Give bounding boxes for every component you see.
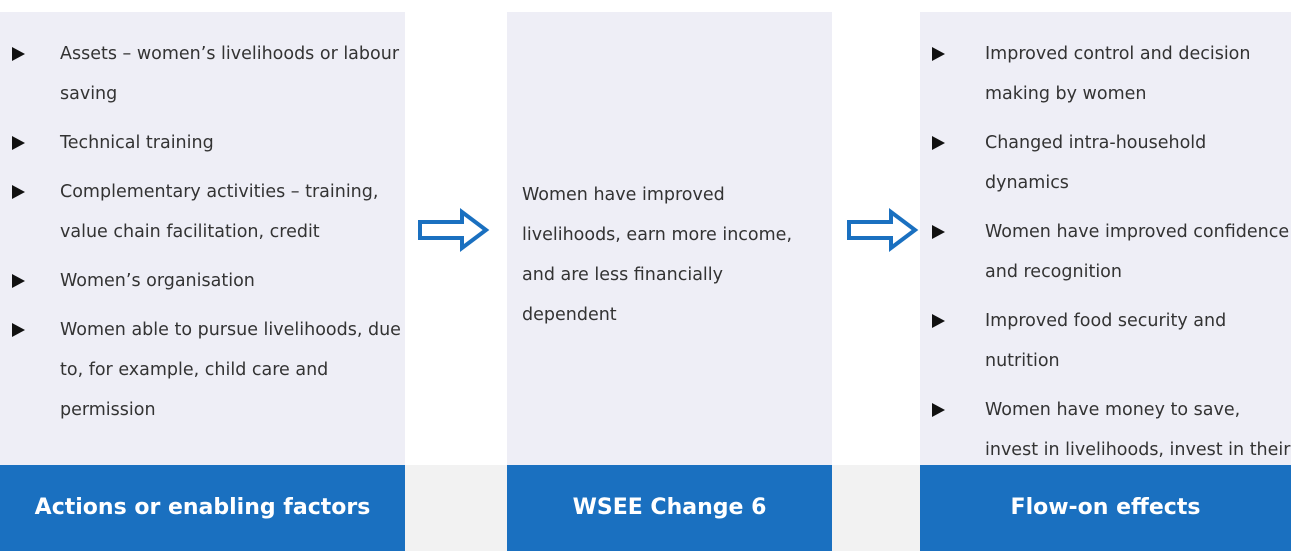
bullet-item: Women’s organisation: [0, 261, 405, 301]
bullet-item: Improved control and decision making by …: [920, 34, 1291, 114]
column-title: Flow-on effects: [920, 465, 1291, 551]
column-title: Actions or enabling factors: [0, 465, 405, 551]
panel: Assets – women’s livelihoods or labour s…: [0, 12, 405, 465]
bullet-item: Changed intra-household dynamics: [920, 123, 1291, 203]
item-list: Improved control and decision making by …: [920, 12, 1291, 510]
panel: Improved control and decision making by …: [920, 12, 1291, 500]
bullet-item: Improved food security and nutrition: [920, 301, 1291, 381]
arrow: [847, 208, 919, 252]
arrow: [418, 208, 490, 252]
panel: [507, 12, 832, 465]
bullet-item: Women able to pursue livelihoods, due to…: [0, 310, 405, 430]
item-list: Assets – women’s livelihoods or labour s…: [0, 12, 405, 430]
bullet-item: Women have improved confidence and recog…: [920, 212, 1291, 292]
bullet-item: Technical training: [0, 123, 405, 163]
bullet-item: Complementary activities – training, val…: [0, 172, 405, 252]
column-title: WSEE Change 6: [507, 465, 832, 551]
change-text: Women have improved livelihoods, earn mo…: [522, 185, 793, 325]
bullet-item: Assets – women’s livelihoods or labour s…: [0, 34, 405, 114]
